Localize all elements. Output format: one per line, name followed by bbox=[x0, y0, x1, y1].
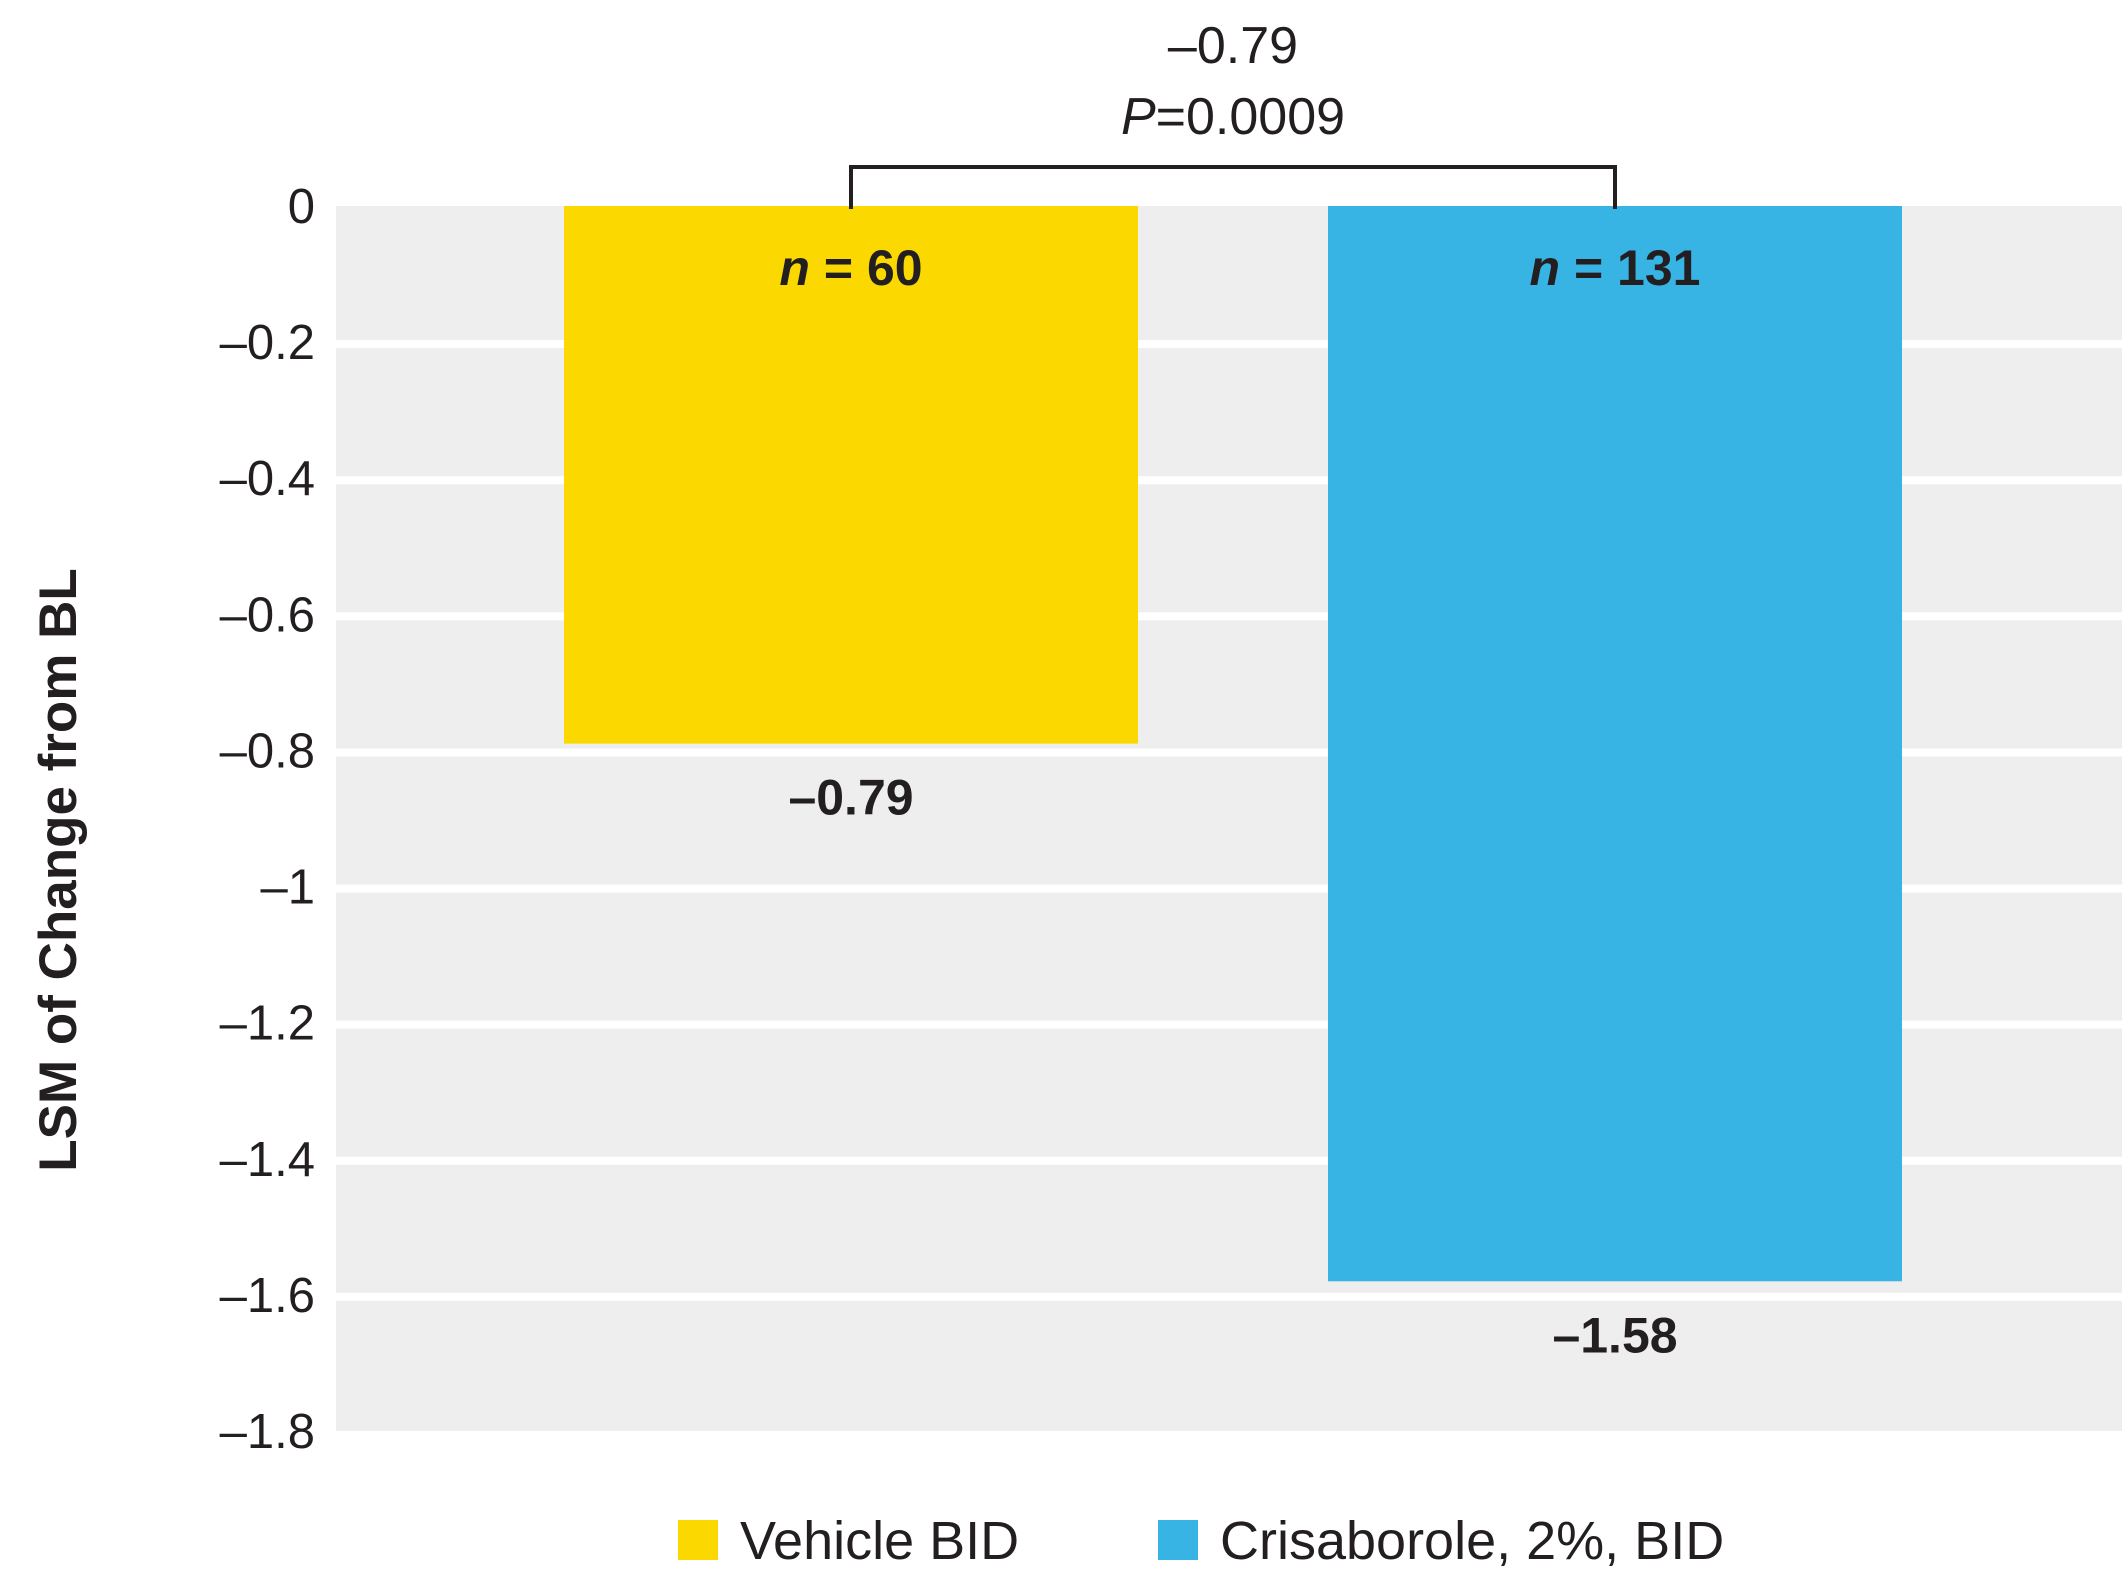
y-tick-label: –1.2 bbox=[220, 997, 315, 1051]
comparison-bracket bbox=[849, 165, 1617, 209]
y-tick-label: –0.8 bbox=[220, 724, 315, 778]
y-axis-label: LSM of Change from BL bbox=[29, 568, 88, 1172]
legend-swatch bbox=[1158, 1520, 1198, 1560]
bar-labels: n = 60 –0.79 n = 131 –1.58 bbox=[779, 240, 1700, 1363]
gridline bbox=[336, 476, 2122, 485]
data-label: –1.58 bbox=[1552, 1307, 1677, 1363]
grid-lines bbox=[336, 340, 2122, 1301]
comparison-difference: –0.79 bbox=[1168, 17, 1298, 75]
n-label: n = 131 bbox=[1530, 240, 1701, 296]
bar bbox=[564, 206, 1138, 744]
y-tick-label: –1 bbox=[260, 861, 315, 915]
comparison-annotation: –0.79 P=0.0009 bbox=[849, 17, 1617, 209]
p-symbol: P bbox=[1121, 88, 1156, 146]
y-tick-label: –0.6 bbox=[220, 588, 315, 642]
y-tick-label: –0.2 bbox=[220, 316, 315, 370]
p-value: =0.0009 bbox=[1156, 88, 1345, 146]
gridline bbox=[336, 884, 2122, 893]
n-label: n = 60 bbox=[779, 240, 922, 296]
y-tick-label: 0 bbox=[288, 180, 315, 234]
gridline bbox=[336, 612, 2122, 621]
gridline bbox=[336, 748, 2122, 757]
bar bbox=[1328, 206, 1902, 1282]
y-tick-label: –0.4 bbox=[220, 452, 315, 506]
legend: Vehicle BID Crisaborole, 2%, BID bbox=[678, 1511, 1724, 1571]
gridline bbox=[336, 1020, 2122, 1029]
legend-label: Crisaborole, 2%, BID bbox=[1220, 1511, 1724, 1571]
comparison-p-value: P=0.0009 bbox=[1121, 88, 1345, 146]
gridline bbox=[336, 1156, 2122, 1165]
bars bbox=[564, 206, 1902, 1282]
y-tick-label: –1.8 bbox=[220, 1405, 315, 1459]
y-axis-ticks: 0 –0.2 –0.4 –0.6 –0.8 –1 –1.2 –1.4 –1.6 –1.8 bbox=[220, 180, 315, 1459]
y-tick-label: –1.4 bbox=[220, 1133, 315, 1187]
gridline bbox=[336, 1292, 2122, 1301]
gridline bbox=[336, 340, 2122, 349]
y-tick-label: –1.6 bbox=[220, 1269, 315, 1323]
legend-label: Vehicle BID bbox=[740, 1511, 1019, 1571]
legend-swatch bbox=[678, 1520, 718, 1560]
data-label: –0.79 bbox=[788, 770, 913, 826]
